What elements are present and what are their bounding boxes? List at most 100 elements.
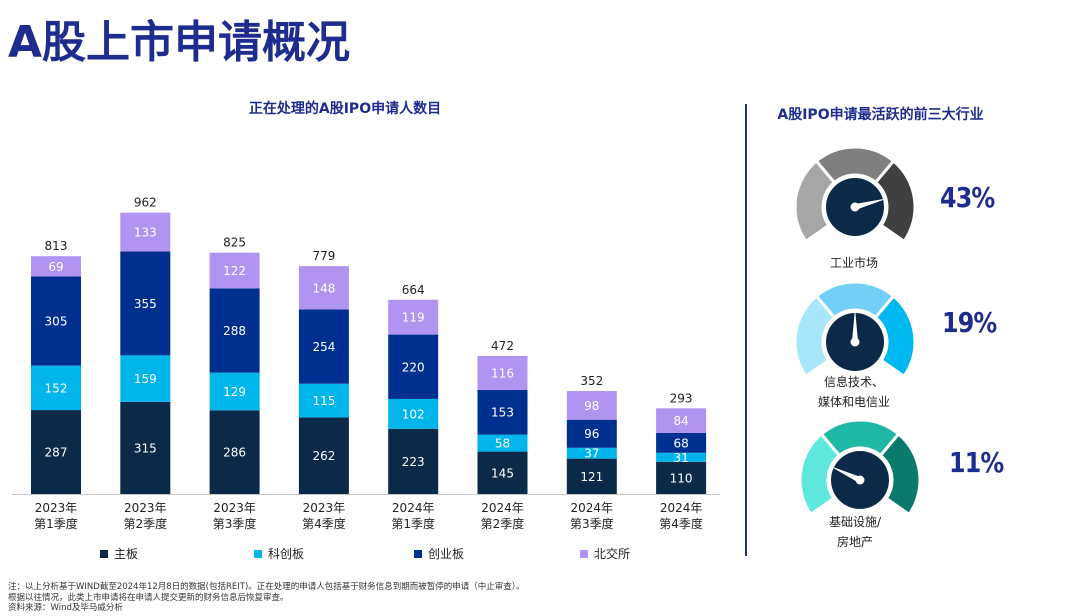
legend-item-chinext: 创业板 bbox=[414, 545, 464, 562]
bar-segment bbox=[388, 334, 439, 399]
bar-segment bbox=[31, 276, 81, 366]
bar-value-label: 110 bbox=[670, 471, 693, 485]
bar-segment bbox=[388, 299, 439, 335]
gauge-icon bbox=[793, 280, 917, 379]
bar-value-label: 129 bbox=[223, 385, 246, 399]
bar-segment bbox=[120, 401, 171, 494]
bar-value-label: 37 bbox=[584, 447, 599, 461]
stacked-bar-chart: 287152305698132023年第1季度31515935513396220… bbox=[12, 196, 720, 531]
bar-segment bbox=[120, 251, 171, 356]
bar-segment bbox=[477, 434, 528, 452]
legend-label: 北交所 bbox=[594, 547, 631, 561]
vertical-divider bbox=[745, 104, 747, 556]
gauge-hub bbox=[850, 337, 860, 347]
bar-value-label: 122 bbox=[223, 264, 246, 278]
industry-name: 基础设施/ 房地产 bbox=[785, 512, 925, 552]
bar-total-label: 779 bbox=[312, 249, 335, 263]
bar-value-label: 288 bbox=[223, 324, 246, 338]
legend-label: 科创板 bbox=[268, 547, 305, 561]
gauge-hub bbox=[850, 202, 860, 212]
industry-percent: 11% bbox=[949, 446, 1004, 479]
bar-value-label: 355 bbox=[134, 297, 157, 311]
bar-value-label: 152 bbox=[45, 381, 68, 395]
x-tick-label: 2024年 bbox=[392, 501, 435, 515]
bar-value-label: 153 bbox=[491, 406, 514, 420]
bar-segment bbox=[298, 309, 349, 384]
legend-swatch bbox=[100, 550, 108, 558]
bar-segment bbox=[566, 458, 617, 494]
bar-segment bbox=[566, 419, 617, 448]
bar-value-label: 84 bbox=[673, 414, 688, 428]
bar-value-label: 223 bbox=[402, 455, 425, 469]
bar-value-label: 69 bbox=[48, 260, 63, 274]
x-tick-label: 第1季度 bbox=[391, 516, 435, 531]
gauge-icon bbox=[793, 145, 917, 244]
legend-swatch bbox=[254, 550, 262, 558]
industry-panel-title: A股IPO申请最活跃的前三大行业 bbox=[777, 107, 984, 123]
bar-value-label: 31 bbox=[673, 451, 688, 465]
bar-segment bbox=[388, 428, 439, 494]
gauge-needle bbox=[854, 198, 888, 210]
bar-segment bbox=[566, 447, 617, 459]
bar-segment bbox=[31, 256, 81, 277]
x-tick-label: 第3季度 bbox=[570, 516, 614, 531]
industry-name-line: 媒体和电信业 bbox=[817, 395, 890, 409]
gauge-segment-right bbox=[878, 431, 922, 517]
bar-segment bbox=[477, 355, 528, 390]
industry-industrial: 43% 工业市场 bbox=[790, 145, 995, 270]
bar-total-label: 472 bbox=[491, 339, 514, 353]
x-tick-label: 2023年 bbox=[303, 501, 346, 515]
bar-segment bbox=[298, 266, 349, 310]
industry-name: 信息技术、 媒体和电信业 bbox=[784, 372, 924, 412]
bar-value-label: 98 bbox=[584, 399, 599, 413]
bar-value-label: 305 bbox=[45, 314, 68, 328]
bar-total-label: 825 bbox=[223, 236, 246, 250]
industry-name-line: 房地产 bbox=[836, 535, 873, 549]
bar-value-label: 286 bbox=[223, 446, 246, 460]
bar-segment bbox=[477, 389, 528, 435]
x-tick-label: 2023年 bbox=[213, 501, 256, 515]
bar-value-label: 115 bbox=[312, 394, 335, 408]
legend-swatch bbox=[580, 550, 588, 558]
industry-name-line: 基础设施/ bbox=[828, 515, 882, 529]
bar-segment bbox=[31, 410, 81, 494]
industry-percent: 43% bbox=[940, 181, 995, 214]
bar-segment bbox=[120, 355, 171, 402]
bar-segment bbox=[656, 432, 707, 453]
page-title: A股上市申请概况 bbox=[8, 17, 351, 68]
bar-segment bbox=[209, 252, 260, 289]
industry-name-line: 信息技术、 bbox=[823, 375, 884, 389]
x-tick-label: 第1季度 bbox=[34, 516, 78, 531]
industry-name-line: 工业市场 bbox=[829, 256, 878, 270]
bar-segment bbox=[656, 452, 707, 462]
footnotes: 注：以上分析基于WIND截至2024年12月8日的数据(包括REIT)。正在处理… bbox=[8, 582, 525, 614]
bar-segment bbox=[298, 417, 349, 494]
legend-swatch bbox=[414, 550, 422, 558]
bar-value-label: 220 bbox=[402, 360, 425, 374]
bar-value-label: 102 bbox=[402, 407, 425, 421]
bar-value-label: 148 bbox=[312, 281, 335, 295]
footnote-line: 根据以往情况，此类上市申请将在申请人提交更新的财务信息后恢复审查。 bbox=[8, 592, 289, 603]
x-tick-label: 2023年 bbox=[35, 501, 78, 515]
bar-segment bbox=[477, 451, 528, 494]
bar-segment bbox=[566, 391, 617, 420]
industry-infrastructure: 11% 基础设施/ 房地产 bbox=[795, 418, 1004, 549]
x-tick-label: 2024年 bbox=[481, 501, 524, 515]
x-tick-label: 第3季度 bbox=[213, 516, 257, 531]
legend-item-bse: 北交所 bbox=[580, 545, 630, 562]
legend-item-star-market: 科创板 bbox=[254, 545, 304, 562]
gauge-icon bbox=[798, 418, 922, 517]
footnote-line: 资料来源：Wind及毕马威分析 bbox=[8, 603, 123, 613]
bar-total-label: 664 bbox=[402, 283, 425, 297]
bar-value-label: 133 bbox=[134, 226, 157, 240]
bar-segment bbox=[209, 372, 260, 411]
bar-segment bbox=[656, 408, 707, 433]
chart-title: 正在处理的A股IPO申请人数目 bbox=[248, 101, 442, 117]
x-tick-label: 第4季度 bbox=[302, 516, 346, 531]
bar-value-label: 315 bbox=[134, 441, 157, 455]
x-tick-label: 第4季度 bbox=[659, 516, 703, 531]
industry-tmt: 19% 信息技术、 媒体和电信业 bbox=[790, 280, 997, 409]
bar-value-label: 159 bbox=[134, 372, 157, 386]
bar-value-label: 287 bbox=[45, 446, 68, 460]
legend-item-main-board: 主板 bbox=[100, 545, 138, 562]
